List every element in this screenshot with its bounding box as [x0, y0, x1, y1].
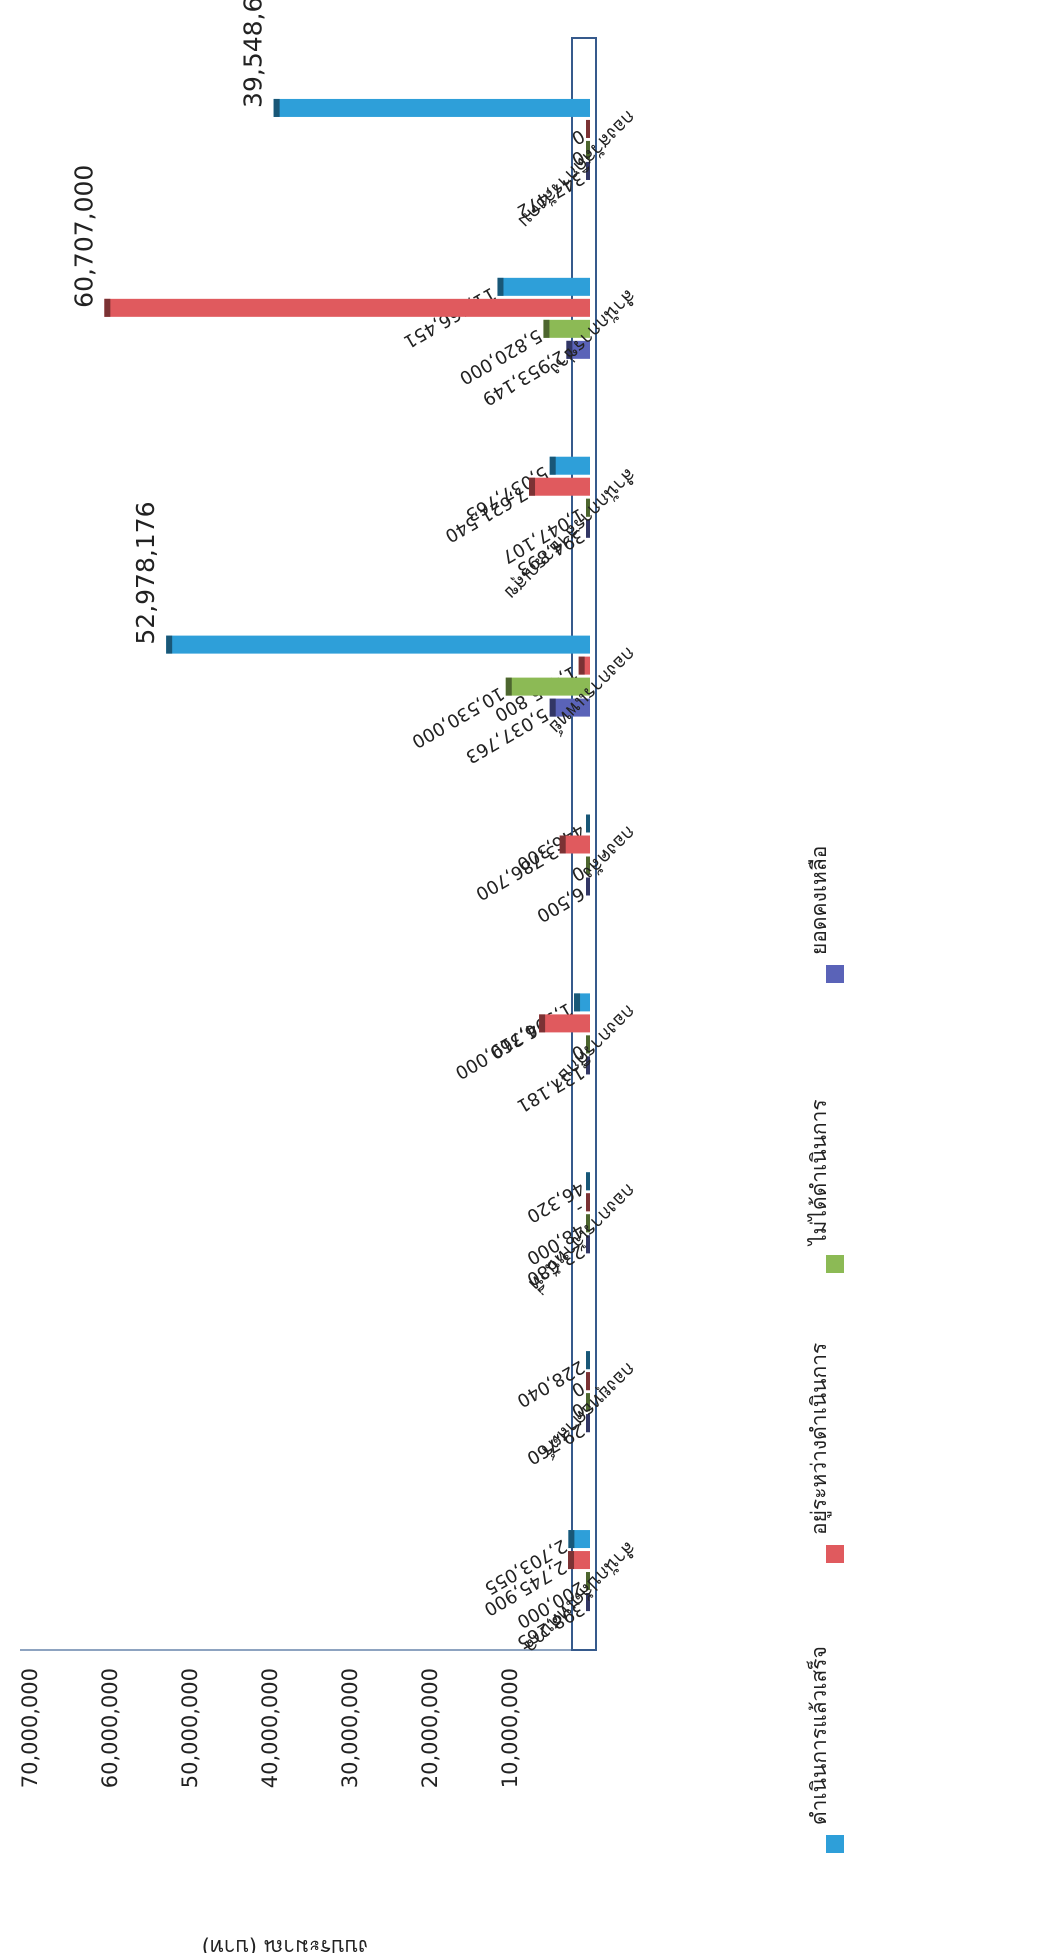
- bar-cap: [586, 119, 590, 138]
- data-label: 7,621,540: [441, 482, 531, 546]
- legend-swatch: [826, 1835, 844, 1853]
- legend-swatch: [826, 965, 844, 983]
- bar-cap: [273, 98, 280, 117]
- value-tick-label: 60,000,000: [98, 1668, 122, 1788]
- bar: [104, 298, 591, 317]
- bar: [543, 319, 590, 338]
- bar-cap: [586, 1351, 590, 1370]
- data-label: 3,786,700: [472, 840, 562, 904]
- bar-cap: [586, 519, 590, 538]
- legend-label: ดำเนินการแล้วเสร็จ: [805, 1646, 831, 1825]
- bar-cap: [586, 1593, 590, 1612]
- legend-swatch: [826, 1545, 844, 1563]
- value-tick-label: 70,000,000: [18, 1668, 42, 1788]
- value-tick-label: 40,000,000: [258, 1668, 282, 1788]
- value-axis-title: งบประมาณ (บาท): [202, 1935, 369, 1953]
- bar-cap: [549, 698, 556, 717]
- data-label: 6,500: [533, 882, 588, 926]
- bar-cap: [586, 856, 590, 875]
- bar-cap: [586, 814, 590, 833]
- legend-label: อยู่ระหว่างดำเนินการ: [807, 1343, 832, 1535]
- value-tick-label: 30,000,000: [338, 1668, 362, 1788]
- bar-cap: [568, 1530, 575, 1549]
- bar-cap: [586, 498, 590, 517]
- bar-cap: [586, 1172, 590, 1191]
- bar: [529, 477, 590, 496]
- bar-cap: [578, 656, 585, 675]
- legend-label: ไม่ได้ดำเนินการ: [807, 1099, 831, 1247]
- bar-cap: [586, 1035, 590, 1054]
- value-tick-label: 50,000,000: [178, 1668, 202, 1788]
- bar: [539, 1014, 590, 1033]
- bar-cap: [586, 1056, 590, 1075]
- bar-cap: [586, 1414, 590, 1433]
- bar-cap: [586, 1193, 590, 1212]
- bar: [549, 456, 590, 475]
- data-label: 0: [568, 125, 588, 149]
- data-label: 60,707,000: [69, 165, 98, 308]
- data-label: -: [572, 1198, 588, 1219]
- bar-cap: [104, 298, 111, 317]
- data-label: 6,360,000: [451, 1019, 541, 1083]
- bar-cap: [586, 1214, 590, 1233]
- value-tick-label: 20,000,000: [418, 1668, 442, 1788]
- bar: [559, 835, 590, 854]
- data-label: 52,978,176: [131, 501, 160, 644]
- category-label: กองสวัสดิการสังคม: [514, 106, 640, 232]
- bar-cap: [586, 1572, 590, 1591]
- bar-cap: [586, 1393, 590, 1412]
- bar: [166, 635, 590, 654]
- bar-cap: [586, 877, 590, 896]
- bar: [497, 277, 590, 296]
- bar-cap: [505, 677, 512, 696]
- legend-label: ยอดคงเหลือ: [807, 846, 831, 955]
- value-tick-label: 10,000,000: [498, 1668, 522, 1788]
- data-label: 39,548,628: [239, 0, 268, 108]
- bar-cap: [586, 1235, 590, 1254]
- bar-cap: [166, 635, 173, 654]
- bar-cap: [574, 993, 581, 1012]
- bar: [273, 98, 590, 117]
- bar-cap: [497, 277, 504, 296]
- bar-cap: [559, 835, 566, 854]
- bar-cap: [586, 140, 590, 159]
- data-label: 11,566,451: [400, 283, 500, 353]
- bar-cap: [529, 477, 536, 496]
- bar: [505, 677, 590, 696]
- bar-cap: [539, 1014, 546, 1033]
- bar-cap: [586, 161, 590, 180]
- bar-cap: [543, 319, 550, 338]
- bar: [549, 698, 590, 717]
- bar-cap: [568, 1551, 575, 1570]
- bar-cap: [566, 340, 573, 359]
- bar-cap: [586, 1372, 590, 1391]
- legend-swatch: [826, 1255, 844, 1273]
- bar-cap: [549, 456, 556, 475]
